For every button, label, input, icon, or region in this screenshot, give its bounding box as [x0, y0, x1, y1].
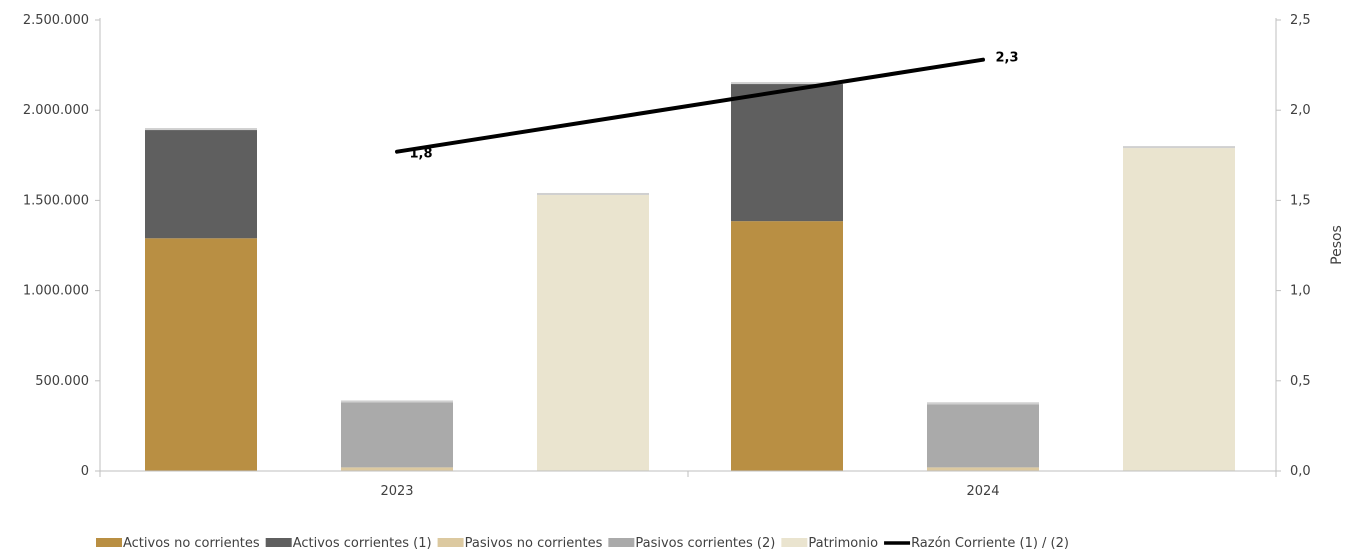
legend-label: Pasivos no corrientes	[465, 536, 603, 551]
y2-tick-label: 2,5	[1290, 13, 1311, 28]
legend-swatch	[781, 538, 808, 547]
y-tick-label: 2.500.000	[23, 13, 89, 28]
bar-activos-no-corrientes-2024	[731, 221, 843, 471]
bar-pasivos-corrientes-2--2023	[341, 402, 453, 468]
bar-patrimonio-2024	[1123, 148, 1235, 472]
legend-label: Activos no corrientes	[123, 536, 260, 551]
bar-top-edge	[731, 82, 843, 85]
legend-label: Razón Corriente (1) / (2)	[911, 536, 1069, 551]
legend-swatch	[437, 538, 464, 547]
data-label-razon-corriente: 1,8	[409, 147, 432, 162]
bar-patrimonio-2023	[537, 194, 649, 471]
bar-pasivos-corrientes-2--2024	[927, 404, 1039, 468]
y-tick-label: 1.000.000	[23, 284, 89, 299]
legend-label: Activos corrientes (1)	[293, 536, 432, 551]
legend-swatch	[96, 538, 122, 547]
bar-top-edge	[537, 192, 649, 195]
y2-tick-label: 2,0	[1290, 103, 1311, 118]
bar-activos-no-corrientes-2023	[145, 238, 257, 471]
legend-label: Patrimonio	[808, 536, 878, 551]
y2-tick-label: 0,0	[1290, 464, 1311, 479]
bar-top-edge	[927, 402, 1039, 405]
x-tick-label: 2024	[966, 484, 999, 499]
y2-tick-label: 1,5	[1290, 193, 1311, 208]
legend-swatch	[608, 538, 635, 547]
bar-activos-corrientes-1--2023	[145, 130, 257, 239]
y2-axis-title: Pesos	[1329, 225, 1345, 265]
y-tick-label: 500.000	[35, 374, 89, 389]
y-tick-label: 0	[81, 464, 89, 479]
line-layer: 1,8 2,3	[395, 51, 1019, 162]
legend-label: Pasivos corrientes (2)	[635, 536, 775, 551]
y-tick-label: 1.500.000	[23, 193, 89, 208]
y-tick-label: 2.000.000	[23, 103, 89, 118]
bar-pasivos-no-corrientes-2023	[341, 467, 453, 471]
bar-top-edge	[145, 128, 257, 131]
bar-top-edge	[341, 400, 453, 403]
y2-tick-label: 1,0	[1290, 284, 1311, 299]
x-tick-label: 2023	[380, 484, 413, 499]
bar-activos-corrientes-1--2024	[731, 84, 843, 222]
bar-top-edge	[1123, 146, 1235, 149]
legend-swatch	[265, 538, 292, 547]
line-razon-corriente	[395, 57, 985, 154]
data-label-razon-corriente: 2,3	[995, 51, 1018, 66]
legend: Activos no corrientes Activos corrientes …	[96, 536, 1069, 551]
axes-layer: 0 500.000 1.000.000 1.500.000 2.000.000 2.500…	[23, 13, 1311, 499]
bar-pasivos-no-corrientes-2024	[927, 467, 1039, 471]
y2-tick-label: 0,5	[1290, 374, 1311, 389]
bars-layer	[145, 82, 1235, 472]
